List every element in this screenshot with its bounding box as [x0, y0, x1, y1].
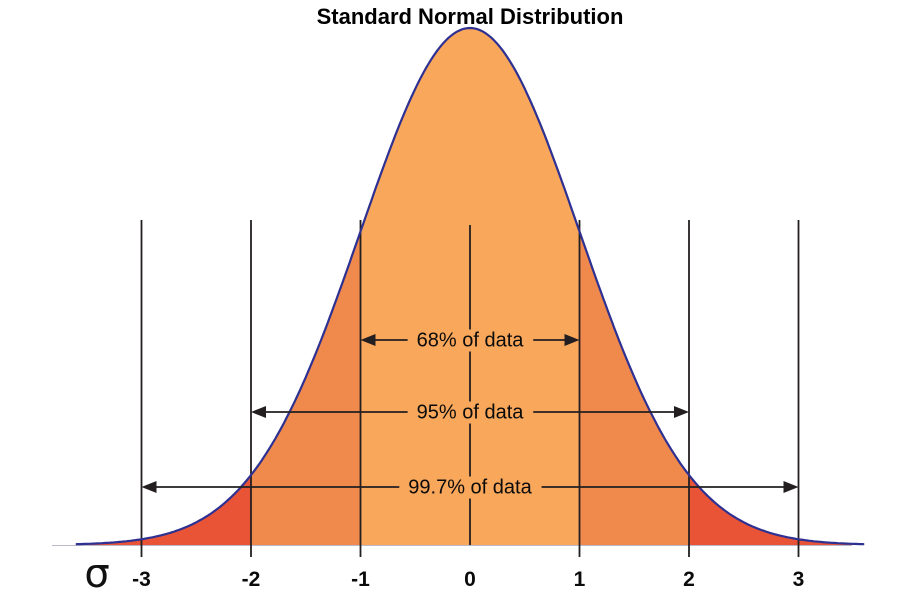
arrowhead-left-icon — [251, 406, 266, 418]
curve-outline-layer — [75, 26, 865, 546]
annotation-label: 68% of data — [417, 330, 525, 352]
x-tick-label-1: 1 — [574, 568, 586, 591]
arrowhead-right-icon — [674, 406, 689, 418]
annotation-label-bg — [407, 401, 534, 424]
annotation-label-bg — [407, 329, 534, 352]
x-tick-label-3: 3 — [793, 568, 805, 591]
annotation-68-pct: 68% of data — [360, 329, 580, 352]
sigma-gridlines-layer — [140, 220, 800, 557]
arrowhead-right-icon — [564, 334, 580, 346]
annotation-95-pct: 95% of data — [251, 401, 689, 424]
annotation-label-bg — [399, 476, 542, 499]
x-tick-label-0: 0 — [464, 568, 476, 591]
x-axis-ticks-layer: -3 -2 -1 0 1 2 3 — [132, 568, 804, 591]
arrowhead-left-icon — [360, 334, 376, 346]
x-tick-label--3: -3 — [132, 568, 151, 591]
x-tick-label--2: -2 — [242, 568, 261, 591]
annotation-label: 95% of data — [417, 402, 525, 424]
arrowhead-right-icon — [783, 481, 799, 493]
x-tick-label-2: 2 — [683, 568, 695, 591]
annotation-99.7-pct: 99.7% of data — [141, 476, 799, 499]
chart-title: Standard Normal Distribution — [317, 4, 624, 29]
x-tick-label--1: -1 — [351, 568, 370, 591]
annotations-layer: 68% of data 95% of data 99.7% of data — [141, 329, 799, 499]
annotation-label: 99.7% of data — [408, 477, 532, 499]
arrowhead-left-icon — [141, 481, 157, 493]
bell-curve-outline — [75, 26, 865, 546]
x-axis-sigma-label: σ — [84, 551, 109, 597]
